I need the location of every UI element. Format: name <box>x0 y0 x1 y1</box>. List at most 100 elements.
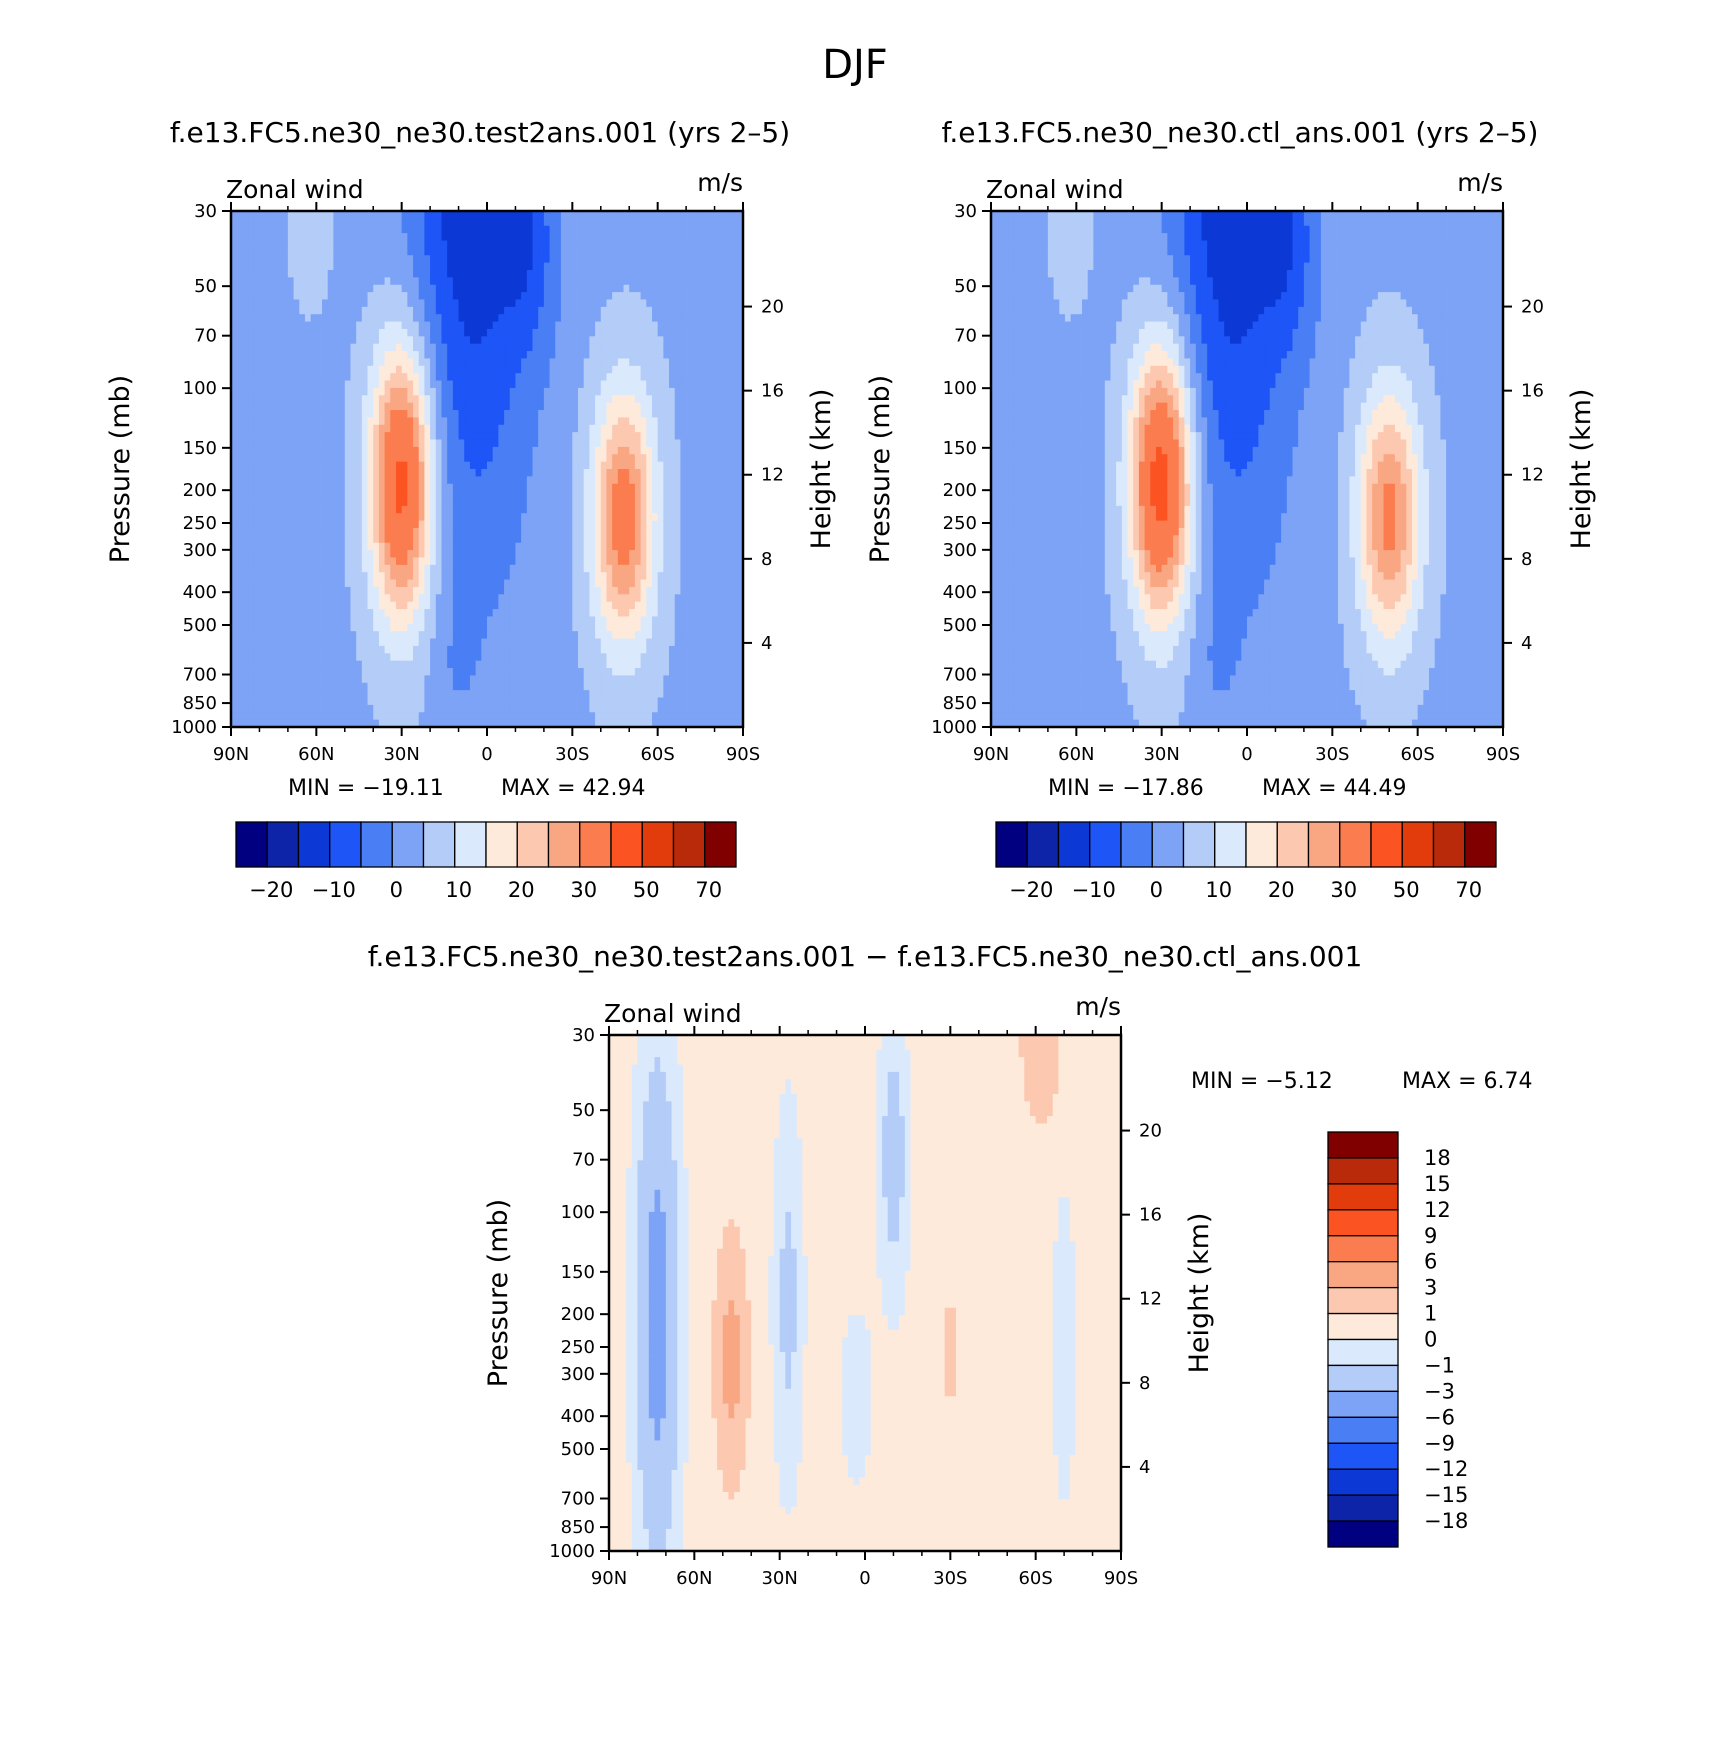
field-cell <box>253 365 261 374</box>
field-cell <box>299 410 306 418</box>
field-cell <box>242 424 249 433</box>
field-cell <box>538 557 545 566</box>
field-cell <box>538 380 545 389</box>
field-cell <box>515 572 522 581</box>
field-cell <box>583 527 590 536</box>
field-cell <box>475 321 482 330</box>
field-cell <box>350 306 357 315</box>
field-cell <box>270 483 278 492</box>
field-cell <box>270 299 278 308</box>
field-cell <box>304 336 312 345</box>
field-cell <box>498 225 505 234</box>
field-cell <box>287 616 295 625</box>
field-cell <box>464 218 471 227</box>
field-cell <box>378 579 386 588</box>
field-cell <box>339 550 346 559</box>
field-cell <box>310 564 317 573</box>
field-cell <box>555 609 562 618</box>
field-cell <box>253 527 261 536</box>
field-cell <box>549 645 556 654</box>
field-cell <box>373 483 380 492</box>
field-cell <box>430 233 437 242</box>
field-cell <box>231 557 238 566</box>
field-cell <box>242 351 249 360</box>
field-cell <box>333 653 340 662</box>
field-cell <box>276 690 283 699</box>
field-cell <box>293 579 300 588</box>
field-cell <box>509 454 517 463</box>
field-cell <box>293 668 300 676</box>
field-cell <box>600 432 608 441</box>
field-cell <box>623 410 630 418</box>
field-cell <box>413 557 420 566</box>
field-cell <box>447 380 454 389</box>
field-cell <box>378 424 386 433</box>
field-cell <box>378 675 386 684</box>
field-cell <box>583 225 590 234</box>
field-cell <box>504 520 511 529</box>
field-cell <box>475 564 482 573</box>
field-cell <box>413 299 420 308</box>
field-cell <box>424 690 431 699</box>
field-cell <box>532 314 539 323</box>
field-cell <box>344 631 352 640</box>
field-cell <box>259 269 266 278</box>
field-cell <box>304 277 312 286</box>
field-cell <box>589 557 596 566</box>
field-cell <box>424 682 431 691</box>
field-cell <box>344 306 352 315</box>
field-cell <box>253 255 261 264</box>
field-cell <box>367 321 374 330</box>
field-cell <box>487 498 494 507</box>
field-cell <box>299 358 306 367</box>
field-cell <box>612 336 619 345</box>
field-cell <box>572 682 579 691</box>
field-cell <box>572 668 579 676</box>
field-cell <box>361 277 369 286</box>
field-cell <box>339 609 346 618</box>
field-cell <box>566 564 573 573</box>
field-cell <box>424 321 431 330</box>
field-cell <box>469 255 477 264</box>
field-cell <box>418 233 426 242</box>
field-cell <box>270 314 278 323</box>
field-cell <box>464 410 471 418</box>
field-cell <box>407 424 414 433</box>
field-cell <box>407 498 414 507</box>
field-cell <box>526 233 534 242</box>
field-cell <box>304 586 312 595</box>
field-cell <box>487 299 494 308</box>
field-cell <box>299 218 306 227</box>
field-cell <box>629 461 636 470</box>
field-cell <box>310 682 317 691</box>
field-cell <box>572 572 579 581</box>
field-cell <box>282 697 289 706</box>
field-cell <box>287 557 295 566</box>
field-cell <box>310 424 317 433</box>
field-cell <box>623 572 630 581</box>
field-cell <box>543 609 551 618</box>
field-cell <box>498 491 505 500</box>
field-cell <box>395 564 403 573</box>
field-cell <box>435 351 443 360</box>
field-cell <box>310 321 317 330</box>
field-cell <box>350 454 357 463</box>
field-cell <box>384 601 391 610</box>
field-cell <box>572 557 579 566</box>
field-cell <box>612 380 619 389</box>
field-cell <box>322 682 329 691</box>
field-cell <box>612 520 619 529</box>
field-cell <box>595 395 602 404</box>
field-cell <box>452 321 460 330</box>
field-cell <box>469 469 477 477</box>
field-cell <box>578 351 585 360</box>
field-cell <box>589 402 596 411</box>
field-cell <box>560 454 568 463</box>
field-cell <box>481 461 488 470</box>
field-cell <box>498 469 505 477</box>
field-cell <box>475 233 482 242</box>
field-cell <box>395 225 403 234</box>
field-cell <box>413 439 420 448</box>
field-cell <box>367 233 374 242</box>
field-cell <box>589 564 596 573</box>
